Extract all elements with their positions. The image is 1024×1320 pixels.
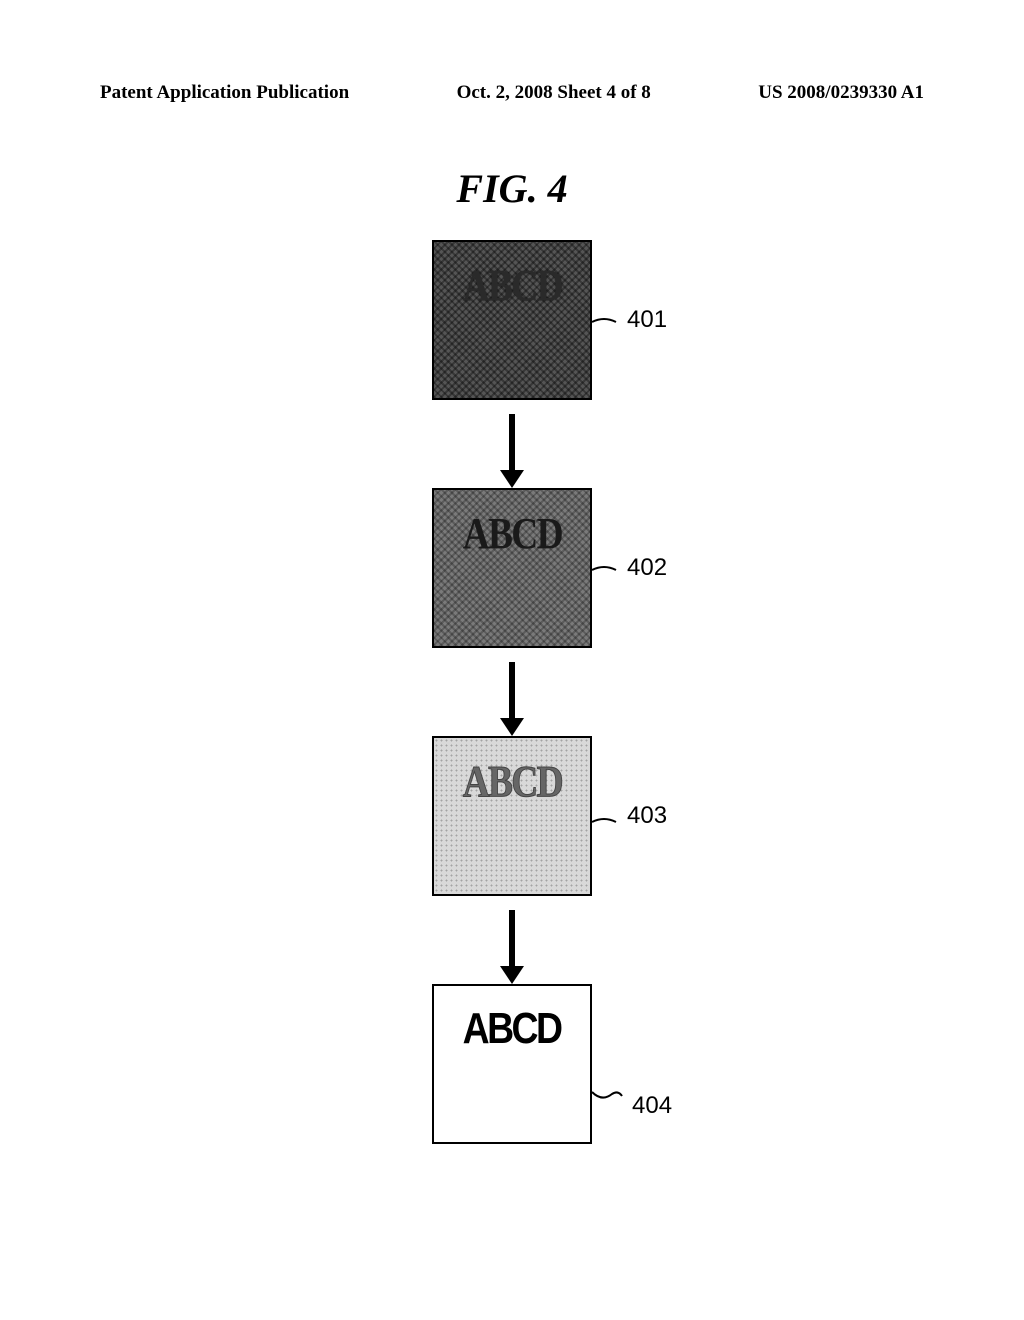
step-box-404: ABCD [432, 984, 592, 1144]
ref-label-403: 403 [627, 802, 667, 830]
leader-line-icon [592, 560, 622, 580]
box-text: ABCD [462, 260, 561, 311]
step-row: ABCD 404 [432, 984, 592, 1144]
ref-label-401: 401 [627, 306, 667, 334]
ref-label-402: 402 [627, 554, 667, 582]
step-row: ABCD 403 [432, 736, 592, 896]
box-text: ABCD [463, 1004, 561, 1054]
box-text: ABCD [462, 756, 561, 807]
page-header: Patent Application Publication Oct. 2, 2… [0, 82, 1024, 104]
arrow-down-icon [509, 648, 515, 736]
header-center: Oct. 2, 2008 Sheet 4 of 8 [457, 82, 651, 104]
arrow-down-icon [509, 400, 515, 488]
flowchart: ABCD 401 ABCD 402 ABCD 403 ABCD 404 [312, 240, 712, 1144]
header-left: Patent Application Publication [100, 82, 349, 104]
figure-title: FIG. 4 [456, 165, 567, 212]
ref-label-404: 404 [632, 1092, 672, 1120]
header-right: US 2008/0239330 A1 [758, 82, 924, 104]
box-text: ABCD [462, 508, 561, 559]
step-row: ABCD 401 [432, 240, 592, 400]
leader-line-icon [592, 812, 622, 832]
step-box-402: ABCD [432, 488, 592, 648]
leader-line-icon [592, 312, 622, 332]
step-row: ABCD 402 [432, 488, 592, 648]
leader-line-icon [592, 1084, 626, 1104]
arrow-down-icon [509, 896, 515, 984]
step-box-403: ABCD [432, 736, 592, 896]
step-box-401: ABCD [432, 240, 592, 400]
